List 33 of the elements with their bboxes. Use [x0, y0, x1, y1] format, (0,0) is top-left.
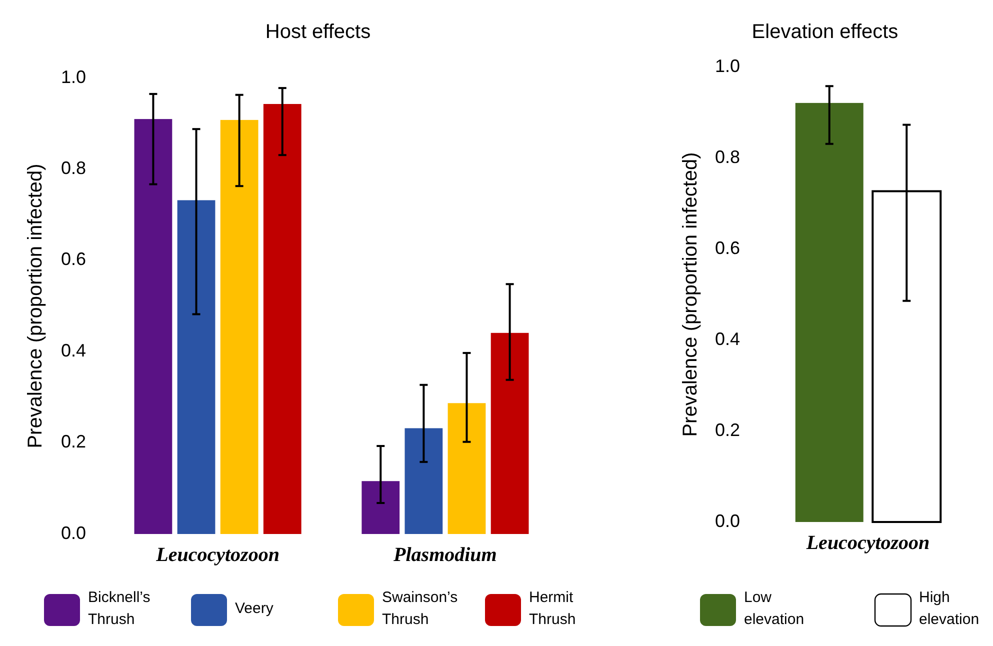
legend-label: Hermit Thrush: [529, 589, 578, 628]
y-tick-label: 0.8: [60, 158, 86, 178]
legend-label: Low elevation: [744, 589, 804, 628]
chart-title: Elevation effects: [752, 21, 898, 43]
y-tick-label: 0.6: [714, 238, 740, 258]
bar: [404, 428, 443, 534]
y-tick-label: 0.2: [714, 420, 740, 440]
y-tick-label: 0.0: [60, 522, 86, 543]
legend-label: Veery: [235, 600, 274, 617]
x-tick-label: Leucocytozoon: [155, 544, 280, 566]
y-tick-label: 0.4: [60, 340, 86, 360]
legend-label: High elevation: [919, 589, 980, 628]
x-tick-label: Plasmodium: [392, 544, 497, 566]
legend-label: Bicknell’s Thrush: [88, 589, 154, 628]
y-tick-label: 1.0: [714, 56, 740, 76]
bar: [362, 481, 400, 534]
x-tick-label: Leucocytozoon: [805, 532, 930, 554]
y-tick-label: 0.8: [714, 146, 740, 167]
y-tick-label: 0.2: [60, 432, 86, 452]
y-tick-label: 0.4: [714, 328, 740, 349]
bar: [134, 119, 172, 534]
bar: [220, 120, 258, 534]
y-tick-label: 0.6: [60, 249, 86, 270]
legend-label: Swainson’s Thrush: [382, 589, 462, 628]
y-axis-title: Prevalence (proportion infected): [24, 164, 47, 448]
y-axis-title: Prevalence (proportion infected): [680, 152, 702, 437]
y-tick-label: 1.0: [60, 66, 86, 87]
bar: [177, 200, 216, 534]
y-tick-label: 0.0: [714, 510, 740, 531]
chart-title: Host effects: [265, 21, 371, 43]
bar: [263, 104, 302, 534]
bar: [490, 332, 529, 534]
bar: [448, 403, 486, 534]
